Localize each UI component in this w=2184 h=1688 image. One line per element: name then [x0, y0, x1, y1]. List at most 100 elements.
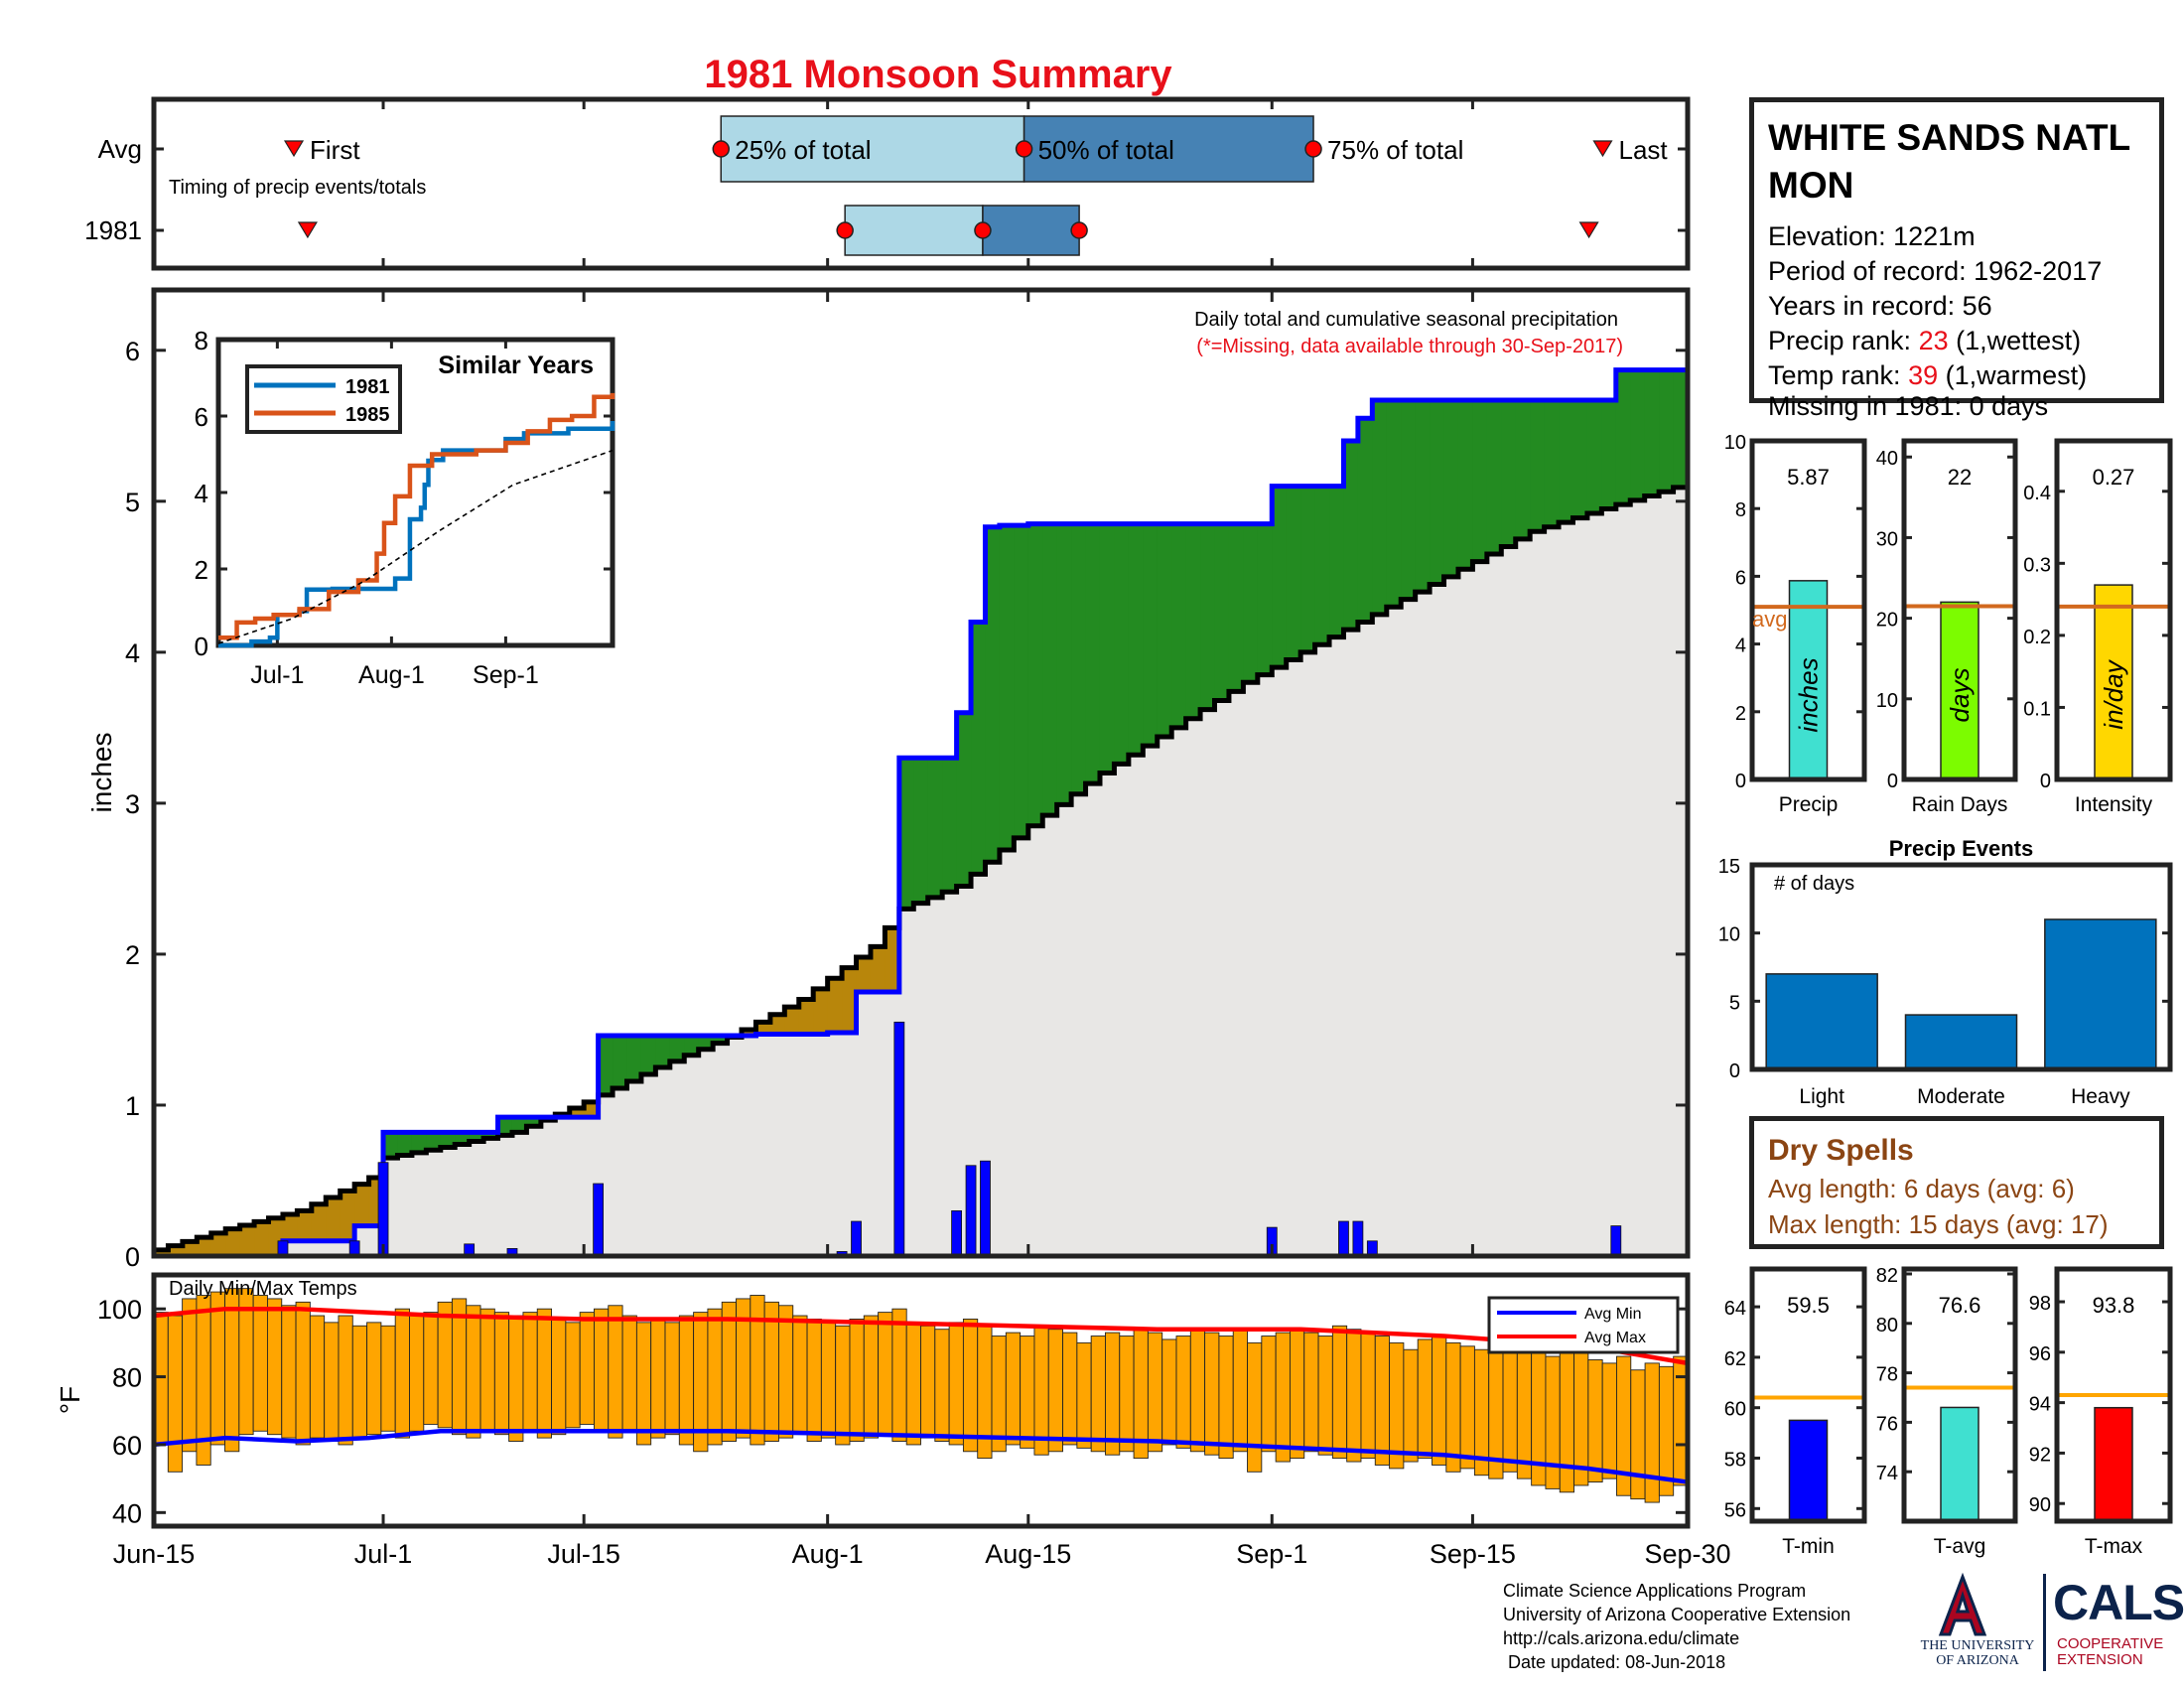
credits-block: Climate Science Applications Program Uni… [1503, 1579, 1850, 1674]
daily-temp-bar [806, 1318, 822, 1442]
daily-precip-bar [851, 1220, 862, 1257]
dry-spells-avg-length: Avg length: 6 days (avg: 6) [1768, 1174, 2075, 1203]
below-average-band [254, 1221, 270, 1256]
daily-precip-bar [593, 1183, 605, 1257]
daily-temp-bar [1047, 1329, 1064, 1453]
daily-temp-bar [209, 1291, 225, 1446]
daily-temp-bar [1317, 1336, 1333, 1456]
daily-temp-bar [1147, 1332, 1163, 1453]
daily-temp-bar [878, 1312, 893, 1436]
timing-first-last-marker [1578, 221, 1599, 239]
above-average-band [626, 1036, 642, 1081]
timing-first-last-marker [1592, 140, 1613, 158]
daily-temps-panel: 40 60 80 100 Daily Min/Max Temps °F Avg Min Avg… [55, 1272, 1691, 1529]
timing-percentile-marker [1070, 221, 1088, 239]
timing-box-25-50 [844, 205, 984, 256]
daily-temp-bar [1545, 1355, 1561, 1489]
daily-precip-bar [965, 1165, 977, 1257]
timing-percentile-marker [712, 140, 731, 158]
bar-panel-ytick-label: 78 [1876, 1364, 1898, 1386]
bar-tavg [1940, 1406, 1979, 1522]
credit-link[interactable]: http://cals.arizona.edu/climate [1503, 1628, 1740, 1648]
bar-rain_days [1940, 601, 1979, 780]
bar-panel-ytick-label: 0.2 [2023, 627, 2051, 648]
timing-p25-label: 25% of total [735, 135, 871, 165]
below-average-band [154, 1249, 170, 1256]
inset-xtick-label: Jul-1 [250, 661, 304, 689]
cals-logo: CALS [2053, 1575, 2184, 1630]
daily-temp-bar [522, 1312, 538, 1432]
daily-temp-bar [167, 1315, 184, 1473]
station-info-box: WHITE SANDS NATL MON Elevation: 1221m Pe… [1749, 97, 2164, 421]
daily-temp-bar [1062, 1332, 1078, 1446]
daily-precip-bar [980, 1160, 991, 1257]
daily-precip-bar [951, 1209, 962, 1257]
daily-temp-bar [1105, 1332, 1121, 1456]
bar-tmin [1788, 1419, 1829, 1522]
bar-panel-ytick-label: 0.4 [2023, 483, 2051, 504]
above-average-band [613, 1036, 628, 1088]
cumulative-1981-line [154, 367, 1688, 1259]
ua-wordmark: THE UNIVERSITY OF ARIZONA [1918, 1638, 2037, 1668]
bar-panel-ytick-label: 8 [1735, 499, 1746, 521]
above-average-band [426, 1132, 442, 1151]
daily-temp-bar [835, 1325, 851, 1446]
above-average-band [1114, 523, 1130, 765]
daily-temp-bar [295, 1301, 311, 1446]
timing-first-last-marker [297, 221, 318, 239]
above-average-band [1214, 523, 1230, 701]
above-average-band [469, 1132, 484, 1142]
inset-ytick-label: 4 [195, 479, 208, 508]
daily-temp-bar [1204, 1332, 1220, 1456]
daily-temp-bar [1076, 1341, 1092, 1449]
inset-legend-label-1985: 1985 [345, 404, 390, 426]
temps-legend-box [1487, 1296, 1680, 1354]
daily-temp-bar [338, 1315, 353, 1446]
temps-ytick-label: 40 [112, 1498, 142, 1528]
above-average-band [1056, 523, 1072, 805]
bar-panel-ytick-label: 62 [1724, 1348, 1746, 1370]
daily-temp-bar [1601, 1362, 1617, 1479]
daily-temp-bar [309, 1315, 326, 1439]
below-average-band [584, 1101, 600, 1118]
main-xtick-label: Sep-1 [1236, 1539, 1307, 1569]
daily-temp-bar [635, 1322, 652, 1446]
precip-rank-line: Precip rank: 23 (1,wettest) [1768, 324, 2145, 358]
above-average-band [1415, 399, 1431, 593]
daily-temp-bar [252, 1295, 268, 1432]
missing-label: Missing in 1981: 0 days [1768, 391, 2049, 421]
daily-temp-bar [1417, 1338, 1433, 1460]
inset-title: Similar Years [438, 352, 594, 379]
cals-sub-line2: EXTENSION [2057, 1651, 2143, 1668]
main-xtick-label: Aug-15 [985, 1539, 1071, 1569]
daily-temp-bar [608, 1305, 623, 1439]
inset-ytick-label: 2 [195, 555, 208, 585]
daily-temp-bar [763, 1301, 779, 1442]
temp-rank-prefix: Temp rank: [1768, 360, 1909, 390]
main-ytick-label: 2 [125, 940, 140, 970]
main-xtick-label: Jul-15 [547, 1539, 620, 1569]
bar-panel-frame [1749, 438, 1867, 782]
above-average-band [1143, 523, 1159, 747]
above-average-band [1443, 399, 1459, 577]
daily-temp-bar [1331, 1325, 1348, 1460]
daily-precip-bar [377, 1162, 389, 1257]
temps-frame [151, 1272, 1691, 1529]
above-average-band [942, 758, 958, 893]
above-average-band [1286, 486, 1301, 660]
below-average-band [784, 1007, 800, 1035]
above-average-band [655, 1036, 671, 1067]
timing-p50-label: 50% of total [1038, 135, 1174, 165]
above-average-band [1185, 523, 1201, 719]
above-average-band [1071, 523, 1087, 794]
years-label: Years in record: 56 [1768, 291, 1992, 321]
bar-panel-ytick-label: 20 [1876, 610, 1898, 632]
daily-temp-bar [1389, 1341, 1405, 1470]
above-average-band [898, 758, 914, 910]
below-average-band [842, 967, 858, 1033]
below-average-band [354, 1184, 370, 1226]
below-average-band [197, 1237, 212, 1256]
bar-xlabel-tmax: T-max [2085, 1535, 2143, 1558]
inset-xtick-label: Aug-1 [358, 661, 425, 689]
bar-xlabel-tmin: T-min [1782, 1535, 1835, 1558]
